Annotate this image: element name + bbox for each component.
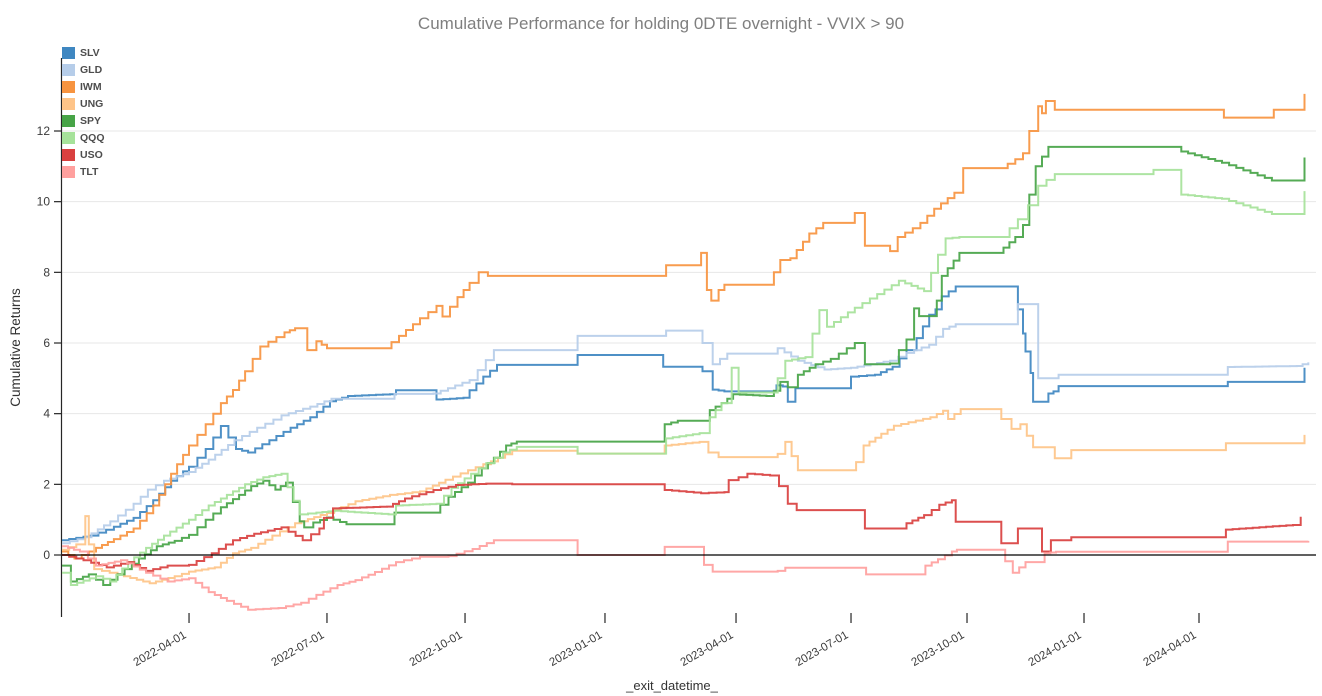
x-tick-label: 2024-01-01 xyxy=(1027,629,1084,669)
legend-swatch-ung xyxy=(62,97,75,110)
y-tick-label: 10 xyxy=(37,195,51,209)
legend-item-qqq[interactable]: QQQ xyxy=(62,129,105,146)
series-line-ung xyxy=(62,408,1306,585)
legend-item-ung[interactable]: UNG xyxy=(62,95,105,112)
y-tick-label: 8 xyxy=(43,265,50,279)
series-line-qqq xyxy=(62,168,1306,586)
y-tick-label: 2 xyxy=(43,477,50,491)
legend-swatch-spy xyxy=(62,114,75,127)
series-line-iwm xyxy=(62,93,1306,560)
chart-title: Cumulative Performance for holding 0DTE … xyxy=(417,14,905,33)
legend-item-uso[interactable]: USO xyxy=(62,146,105,163)
legend-label: SPY xyxy=(80,114,102,127)
legend-label: GLD xyxy=(80,63,103,76)
y-tick-label: 4 xyxy=(43,407,50,421)
x-tick-label: 2023-01-01 xyxy=(548,629,605,669)
legend-swatch-tlt xyxy=(62,165,75,178)
legend-item-tlt[interactable]: TLT xyxy=(62,163,105,180)
series-line-spy xyxy=(62,145,1306,586)
legend-swatch-qqq xyxy=(62,131,75,144)
x-tick-label: 2022-07-01 xyxy=(270,629,327,669)
y-tick-label: 0 xyxy=(43,548,50,562)
series-line-uso xyxy=(62,472,1302,572)
x-tick-label: 2022-10-01 xyxy=(408,629,465,669)
legend-swatch-uso xyxy=(62,148,75,161)
legend-item-iwm[interactable]: IWM xyxy=(62,78,105,95)
series-line-tlt xyxy=(62,539,1310,611)
legend-label: IWM xyxy=(80,80,102,93)
series-line-gld xyxy=(62,303,1310,545)
legend-label: QQQ xyxy=(80,131,105,144)
x-tick-label: 2023-10-01 xyxy=(910,629,967,669)
legend-label: USO xyxy=(80,148,103,161)
legend-item-spy[interactable]: SPY xyxy=(62,112,105,129)
x-tick-label: 2022-04-01 xyxy=(132,629,189,669)
legend-label: SLV xyxy=(80,46,100,59)
legend-item-gld[interactable]: GLD xyxy=(62,61,105,78)
legend: SLV GLD IWM UNG SPY QQQ USO TLT xyxy=(62,44,105,180)
x-tick-label: 2023-04-01 xyxy=(679,629,736,669)
legend-swatch-slv xyxy=(62,46,75,59)
y-tick-label: 6 xyxy=(43,336,50,350)
x-tick-label: 2023-07-01 xyxy=(794,629,851,669)
x-axis-title: _exit_datetime_ xyxy=(625,678,719,693)
y-axis-title: Cumulative Returns xyxy=(8,288,23,407)
legend-label: TLT xyxy=(80,165,99,178)
x-tick-label: 2024-04-01 xyxy=(1142,629,1199,669)
legend-swatch-gld xyxy=(62,63,75,76)
legend-label: UNG xyxy=(80,97,104,110)
y-tick-label: 12 xyxy=(37,124,51,138)
legend-item-slv[interactable]: SLV xyxy=(62,44,105,61)
legend-swatch-iwm xyxy=(62,80,75,93)
